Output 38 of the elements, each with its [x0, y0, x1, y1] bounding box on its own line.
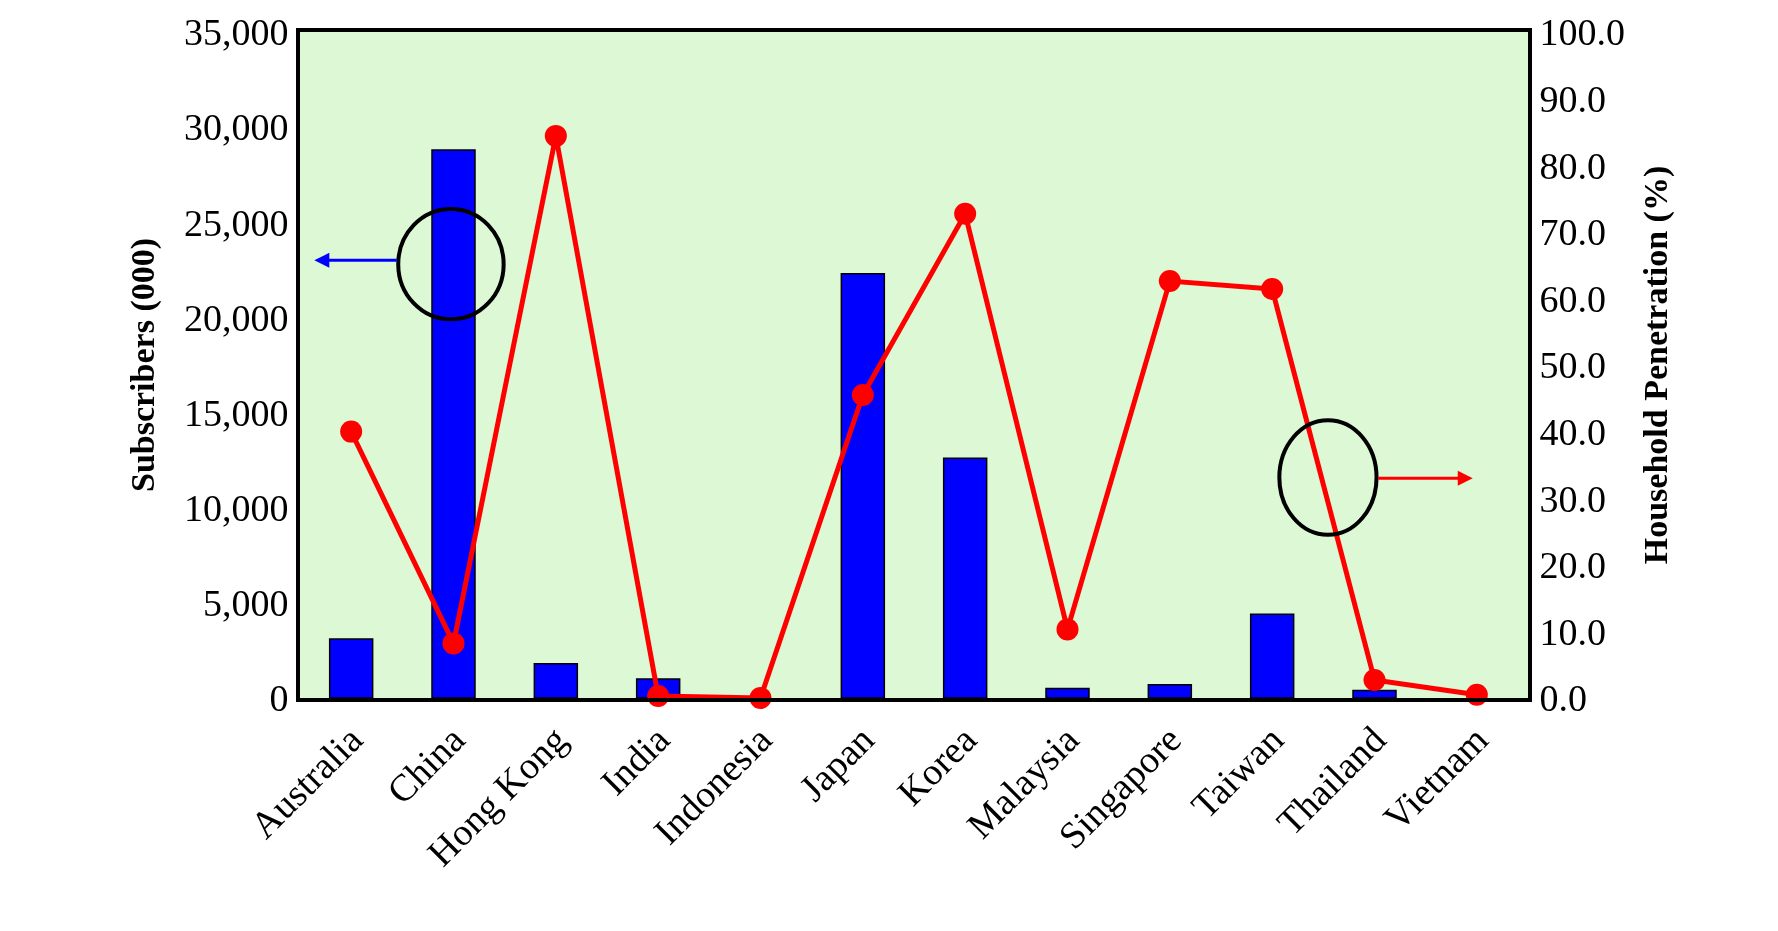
point: [340, 420, 363, 443]
y-tick-label: 10,000: [183, 487, 289, 530]
y2-tick-label: 0.0: [1539, 677, 1588, 720]
y2-tick-label: 20.0: [1539, 544, 1607, 587]
y2-tick-label: 80.0: [1539, 144, 1607, 187]
point: [954, 202, 977, 225]
y-tick-label: 30,000: [183, 106, 289, 149]
y-axis-title: Subscribers (000): [124, 237, 162, 493]
bar: [840, 272, 886, 698]
y2-tick-label: 70.0: [1539, 211, 1607, 254]
point: [1261, 278, 1284, 301]
bar: [1249, 613, 1295, 698]
y2-tick-label: 90.0: [1539, 77, 1607, 120]
bar: [1352, 689, 1397, 698]
y2-tick-label: 40.0: [1539, 410, 1607, 453]
point: [544, 124, 567, 147]
y2-tick-label: 50.0: [1539, 344, 1607, 387]
y-tick-label: 20,000: [183, 296, 289, 339]
y2-tick-label: 60.0: [1539, 277, 1607, 320]
point: [851, 383, 874, 406]
y2-tick-label: 30.0: [1539, 477, 1607, 520]
y2-tick-label: 100.0: [1539, 11, 1626, 54]
bar: [533, 663, 579, 698]
bar: [328, 638, 374, 698]
y-tick-label: 15,000: [183, 391, 289, 434]
y-tick-label: 5,000: [202, 582, 289, 625]
bar: [1045, 687, 1090, 698]
bar: [942, 457, 988, 698]
bar: [1147, 683, 1193, 698]
y2-tick-label: 10.0: [1539, 610, 1607, 653]
point: [1363, 669, 1386, 692]
point: [1056, 618, 1079, 641]
y2-axis-title: Household Penetration (%): [1636, 165, 1675, 565]
point: [1158, 270, 1181, 293]
y-tick-label: 0: [269, 677, 289, 720]
point: [442, 632, 465, 655]
y-tick-label: 35,000: [183, 11, 289, 54]
y-tick-label: 25,000: [183, 201, 289, 244]
